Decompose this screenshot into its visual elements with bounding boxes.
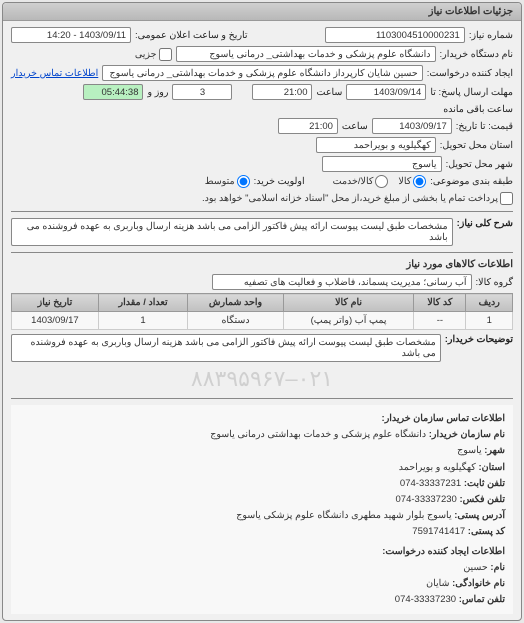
pay-note-checkbox[interactable] bbox=[500, 192, 513, 205]
panel-body: شماره نیاز: 1103004510000231 تاریخ و ساع… bbox=[3, 21, 521, 620]
buyer-notes-text: مشخصات طبق لیست پیوست ارائه پیش فاکتور ا… bbox=[11, 334, 441, 362]
separator-1 bbox=[11, 211, 513, 212]
contact-org-label: نام سازمان خریدار: bbox=[429, 429, 505, 440]
budget-radio-0[interactable] bbox=[413, 175, 426, 188]
validity-time-field: 21:00 bbox=[278, 118, 338, 134]
partial-checkbox[interactable] bbox=[159, 48, 172, 61]
contact-fax-label: تلفن فکس: bbox=[459, 494, 505, 505]
creator-section-title: اطلاعات ایجاد کننده درخواست: bbox=[19, 544, 505, 559]
table-row: 1 -- پمپ آب (واتر پمپ) دستگاه 1 1403/09/… bbox=[12, 312, 513, 330]
budget-radio-1-label: کالا/خدمت bbox=[333, 175, 389, 188]
requester-field: حسین شایان کارپرداز دانشگاه علوم پزشکی و… bbox=[102, 65, 423, 81]
partial-text: جزیی bbox=[135, 49, 157, 60]
separator-2 bbox=[11, 252, 513, 253]
deadline-time-label: ساعت bbox=[316, 87, 342, 98]
col-2: نام کالا bbox=[283, 294, 413, 312]
col-1: کد کالا bbox=[414, 294, 466, 312]
col-4: تعداد / مقدار bbox=[98, 294, 187, 312]
budget-radio-0-label: کالا bbox=[398, 175, 426, 188]
remain-suffix: ساعت باقی مانده bbox=[443, 104, 513, 115]
cell-0-2: پمپ آب (واتر پمپ) bbox=[283, 312, 413, 330]
delivery-state-label: استان محل تحویل: bbox=[440, 140, 513, 151]
priority-option-label: متوسط bbox=[205, 175, 250, 188]
contact-address: یاسوج بلوار شهید مطهری دانشگاه علوم پزشک… bbox=[236, 510, 451, 521]
buyer-notes-label: توضیحات خریدار: bbox=[445, 334, 513, 345]
cell-0-3: دستگاه bbox=[188, 312, 284, 330]
contact-state-label: استان: bbox=[478, 462, 505, 473]
deadline-label: مهلت ارسال پاسخ: تا bbox=[430, 87, 513, 98]
contact-postcode-label: کد پستی: bbox=[468, 526, 505, 537]
contact-lname: شایان bbox=[426, 578, 449, 589]
col-0: ردیف bbox=[466, 294, 513, 312]
req-no-label: شماره نیاز: bbox=[469, 30, 513, 41]
details-panel: جزئیات اطلاعات نیاز شماره نیاز: 11030045… bbox=[2, 2, 522, 621]
validity-date-field: 1403/09/17 bbox=[372, 118, 452, 134]
validity-time-label: ساعت bbox=[342, 121, 368, 132]
buyer-contact-link[interactable]: اطلاعات تماس خریدار bbox=[11, 68, 98, 79]
table-header-row: ردیف کد کالا نام کالا واحد شمارش تعداد /… bbox=[12, 294, 513, 312]
cell-0-1: -- bbox=[414, 312, 466, 330]
watermark-text: ۰۲۱–۸۸۳۹۵۹۶۷ bbox=[11, 366, 513, 392]
col-3: واحد شمارش bbox=[188, 294, 284, 312]
buyer-org-label: نام دستگاه خریدار: bbox=[440, 49, 514, 60]
partial-checkbox-label: جزیی bbox=[135, 48, 172, 61]
contact-cphone-label: تلفن تماس: bbox=[459, 594, 505, 605]
remain-time-field: 05:44:38 bbox=[83, 84, 143, 100]
contact-fname-label: نام: bbox=[490, 562, 505, 573]
deadline-date-field: 1403/09/14 bbox=[346, 84, 426, 100]
budget-type-label: طبقه بندی موضوعی: bbox=[430, 176, 513, 187]
contact-city-label: شهر: bbox=[484, 445, 505, 456]
panel-title: جزئیات اطلاعات نیاز bbox=[3, 3, 521, 21]
col-5: تاریخ نیاز bbox=[12, 294, 99, 312]
contact-address-label: آدرس پستی: bbox=[454, 510, 505, 521]
budget-radio-1[interactable] bbox=[375, 175, 388, 188]
pay-note-label: پرداخت تمام یا بخشی از مبلغ خرید،از محل … bbox=[202, 192, 513, 205]
priority-radio[interactable] bbox=[237, 175, 250, 188]
group-label: گروه کالا: bbox=[476, 277, 513, 288]
delivery-state-field: کهگیلویه و بویراحمد bbox=[316, 137, 436, 153]
delivery-city-label: شهر محل تحویل: bbox=[446, 159, 513, 170]
remain-days-field: 3 bbox=[172, 84, 232, 100]
group-field: آب رسانی؛ مدیریت پسماند، فاضلاب و فعالیت… bbox=[212, 274, 472, 290]
cell-0-4: 1 bbox=[98, 312, 187, 330]
requester-label: ایجاد کننده درخواست: bbox=[427, 68, 513, 79]
contact-block: اطلاعات تماس سازمان خریدار: نام سازمان خ… bbox=[11, 405, 513, 614]
items-section-title: اطلاعات کالاهای مورد نیاز bbox=[11, 259, 513, 270]
budget-radio-group: کالا کالا/خدمت bbox=[333, 175, 427, 188]
buyer-org-field: دانشگاه علوم پزشکی و خدمات بهداشتی_ درما… bbox=[176, 46, 436, 62]
req-no-field: 1103004510000231 bbox=[325, 27, 465, 43]
priority-label: اولویت خرید: bbox=[254, 176, 305, 187]
deadline-time-field: 21:00 bbox=[252, 84, 312, 100]
desc-title: شرح کلی نیاز: bbox=[457, 218, 513, 229]
contact-postcode: 7591741417 bbox=[412, 526, 465, 537]
contact-state: کهگیلویه و بویراحمد bbox=[399, 462, 476, 473]
cell-0-0: 1 bbox=[466, 312, 513, 330]
contact-phone-label: تلفن ثابت: bbox=[464, 478, 505, 489]
contact-lname-label: نام خانوادگی: bbox=[452, 578, 505, 589]
remain-days-label: روز و bbox=[147, 87, 168, 98]
contact-org: دانشگاه علوم پزشکی و خدمات بهداشتی درمان… bbox=[210, 429, 426, 440]
contact-city: یاسوج bbox=[457, 445, 482, 456]
contact-phone: 33337231-074 bbox=[400, 478, 461, 489]
contact-fax: 33337230-074 bbox=[396, 494, 457, 505]
cell-0-5: 1403/09/17 bbox=[12, 312, 99, 330]
validity-label: قیمت: تا تاریخ: bbox=[456, 121, 513, 132]
desc-text: مشخصات طبق لیست پیوست ارائه پیش فاکتور ا… bbox=[11, 218, 453, 246]
announce-field: 1403/09/11 - 14:20 bbox=[11, 27, 131, 43]
contact-cphone: 33337230-074 bbox=[395, 594, 456, 605]
contact-section-title: اطلاعات تماس سازمان خریدار: bbox=[19, 411, 505, 426]
announce-label: تاریخ و ساعت اعلان عمومی: bbox=[135, 30, 248, 41]
contact-fname: حسین bbox=[463, 562, 487, 573]
delivery-city-field: یاسوج bbox=[322, 156, 442, 172]
separator-3 bbox=[11, 398, 513, 399]
items-table: ردیف کد کالا نام کالا واحد شمارش تعداد /… bbox=[11, 293, 513, 330]
